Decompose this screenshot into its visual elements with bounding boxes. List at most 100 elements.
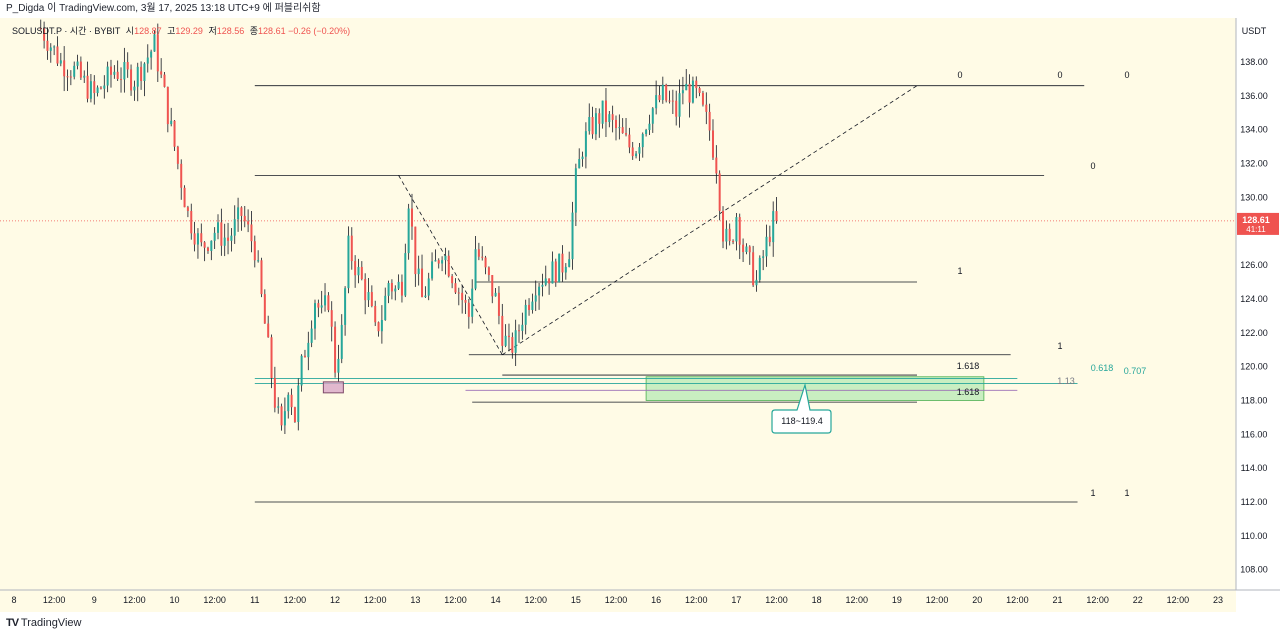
time-tick-label: 12:00 [203, 595, 226, 605]
candle-body [367, 292, 370, 301]
time-tick-label: 16 [651, 595, 661, 605]
candle-body [93, 81, 96, 94]
candle-body [89, 81, 92, 99]
footer-brand[interactable]: TradingView [20, 617, 82, 629]
candle-body [688, 83, 691, 103]
footer-bar: TV TradingView [0, 612, 1280, 634]
candle-body [464, 300, 467, 303]
time-tick-label: 22 [1133, 595, 1143, 605]
time-tick-label: 12:00 [524, 595, 547, 605]
price-tick-label: 130.00 [1240, 192, 1268, 202]
candle-body [484, 257, 487, 268]
candle-body [474, 249, 477, 289]
open-label: 시 [125, 26, 135, 36]
candle-body [655, 95, 658, 109]
candle-body [618, 127, 621, 129]
candle-body [293, 407, 296, 422]
candle-body [591, 117, 594, 135]
candle-body [390, 283, 393, 292]
time-tick-label: 18 [812, 595, 822, 605]
candle-body [614, 119, 618, 129]
candle-body [711, 130, 714, 158]
time-tick-label: 11 [250, 595, 259, 605]
candle-body [574, 168, 577, 213]
candle-body [571, 212, 574, 260]
candle-body [257, 260, 260, 262]
candle-body [116, 71, 119, 80]
candle-body [337, 358, 340, 373]
fib-level-label: 0 [1057, 70, 1062, 80]
candle-body [518, 330, 521, 332]
fib-level-label: 1.618 [957, 387, 980, 397]
price-tick-label: 138.00 [1240, 57, 1268, 67]
candle-body [290, 394, 293, 408]
candle-body [725, 228, 728, 242]
candle-body [260, 260, 263, 295]
candle-body [277, 406, 280, 408]
candle-body [364, 279, 367, 301]
candle-body [350, 235, 353, 262]
candle-body [584, 131, 587, 157]
candle-body [454, 283, 457, 293]
candle-body [203, 242, 206, 248]
candle-body [561, 253, 564, 273]
candle-body [504, 335, 507, 346]
candle-body [126, 62, 129, 70]
candle-body [43, 28, 46, 41]
candle-body [678, 93, 681, 117]
time-tick-label: 14 [491, 595, 501, 605]
candle-body [273, 378, 276, 408]
low-value: 128.56 [216, 26, 245, 36]
candlestick-chart[interactable]: USDT 108.00 110.00 112.00 114.00 116.00 118.00… [0, 18, 1280, 612]
candle-body [407, 208, 410, 254]
candle-body [334, 326, 337, 373]
candle-body [190, 210, 193, 234]
fib-level-label: 1 [1124, 488, 1129, 498]
candle-body [494, 292, 497, 297]
candle-body [240, 207, 243, 216]
candle-body [651, 108, 654, 124]
high-label: 고 [167, 26, 176, 36]
candle-body [531, 301, 534, 310]
candle-body [765, 236, 768, 257]
candle-body [601, 100, 604, 124]
time-tick-label: 12:00 [43, 595, 66, 605]
candle-body [73, 65, 76, 77]
price-axis-unit: USDT [1242, 26, 1267, 36]
time-tick-label: 8 [11, 595, 16, 605]
candle-body [742, 244, 745, 253]
publish-header: P_Digda 이 TradingView.com, 3월 17, 2025 1… [0, 0, 1280, 18]
candle-body [554, 261, 557, 283]
candle-body [621, 127, 624, 134]
time-tick-label: 12:00 [364, 595, 387, 605]
price-tick-label: 124.00 [1240, 294, 1268, 304]
candle-body [123, 62, 126, 80]
candle-body [99, 87, 102, 89]
candle-body [701, 92, 704, 105]
candle-body [404, 253, 407, 296]
candle-body [170, 120, 173, 125]
candle-body [695, 80, 698, 89]
candle-body [217, 222, 220, 233]
candle-body [524, 304, 527, 325]
candle-body [79, 61, 82, 78]
candle-body [414, 226, 417, 275]
chart-frame[interactable]: USDT 108.00 110.00 112.00 114.00 116.00 118.00… [0, 18, 1280, 612]
candle-body [514, 330, 517, 353]
candle-body [374, 305, 377, 323]
candle-body [384, 295, 387, 320]
candle-body [146, 57, 149, 64]
time-tick-label: 12:00 [284, 595, 307, 605]
candle-body [130, 69, 133, 91]
candle-body [340, 324, 343, 359]
fib-level-label: 1 [1057, 341, 1062, 351]
candle-body [163, 74, 166, 87]
candle-body [477, 249, 480, 257]
symbol-name[interactable]: SOLUSDT.P · 시간 · BYBIT [12, 26, 121, 36]
candle-body [76, 61, 79, 66]
candle-body [564, 266, 567, 273]
candle-body [156, 34, 159, 72]
candle-body [360, 266, 363, 280]
candle-body [186, 207, 189, 211]
candle-body [588, 117, 591, 132]
